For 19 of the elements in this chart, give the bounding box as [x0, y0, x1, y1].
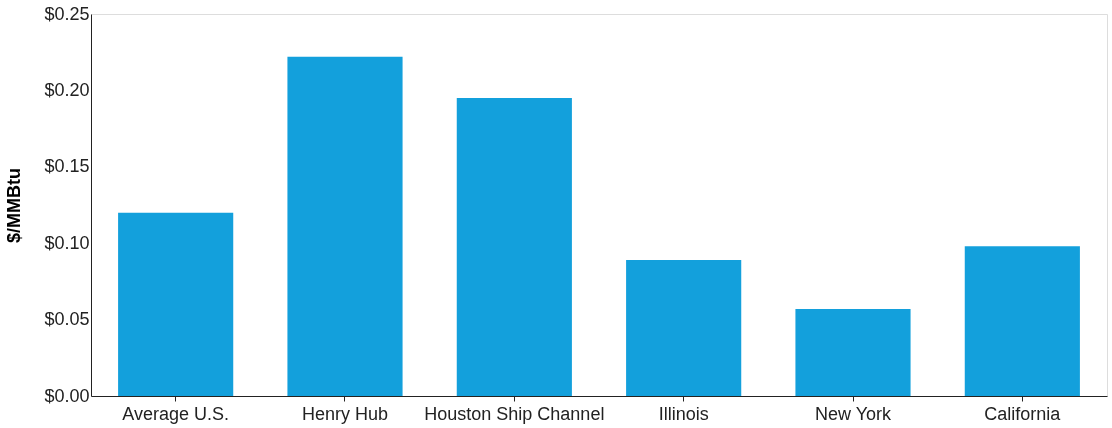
y-tick-label: $0.25: [44, 3, 90, 24]
x-tick-label: Average U.S.: [122, 403, 230, 424]
bar: [456, 98, 572, 396]
y-tick-label: $0.00: [44, 385, 90, 406]
x-tick-label: Henry Hub: [301, 403, 389, 424]
y-tick-label: $0.05: [44, 309, 90, 330]
x-tick-label: Houston Ship Channel: [424, 403, 605, 424]
y-tick-label: $0.20: [44, 79, 90, 100]
bar: [795, 308, 911, 396]
bar: [626, 260, 742, 396]
x-tick-label: New York: [814, 403, 893, 424]
bar: [118, 212, 234, 396]
x-tick-label: California: [984, 403, 1062, 424]
y-tick-label: $0.10: [44, 232, 90, 253]
bar: [964, 246, 1080, 396]
bar: [287, 56, 403, 396]
y-tick-label: $0.15: [44, 156, 90, 177]
x-tick-label: Illinois: [658, 403, 709, 424]
y-axis-title: $/MMBtu: [4, 168, 25, 243]
